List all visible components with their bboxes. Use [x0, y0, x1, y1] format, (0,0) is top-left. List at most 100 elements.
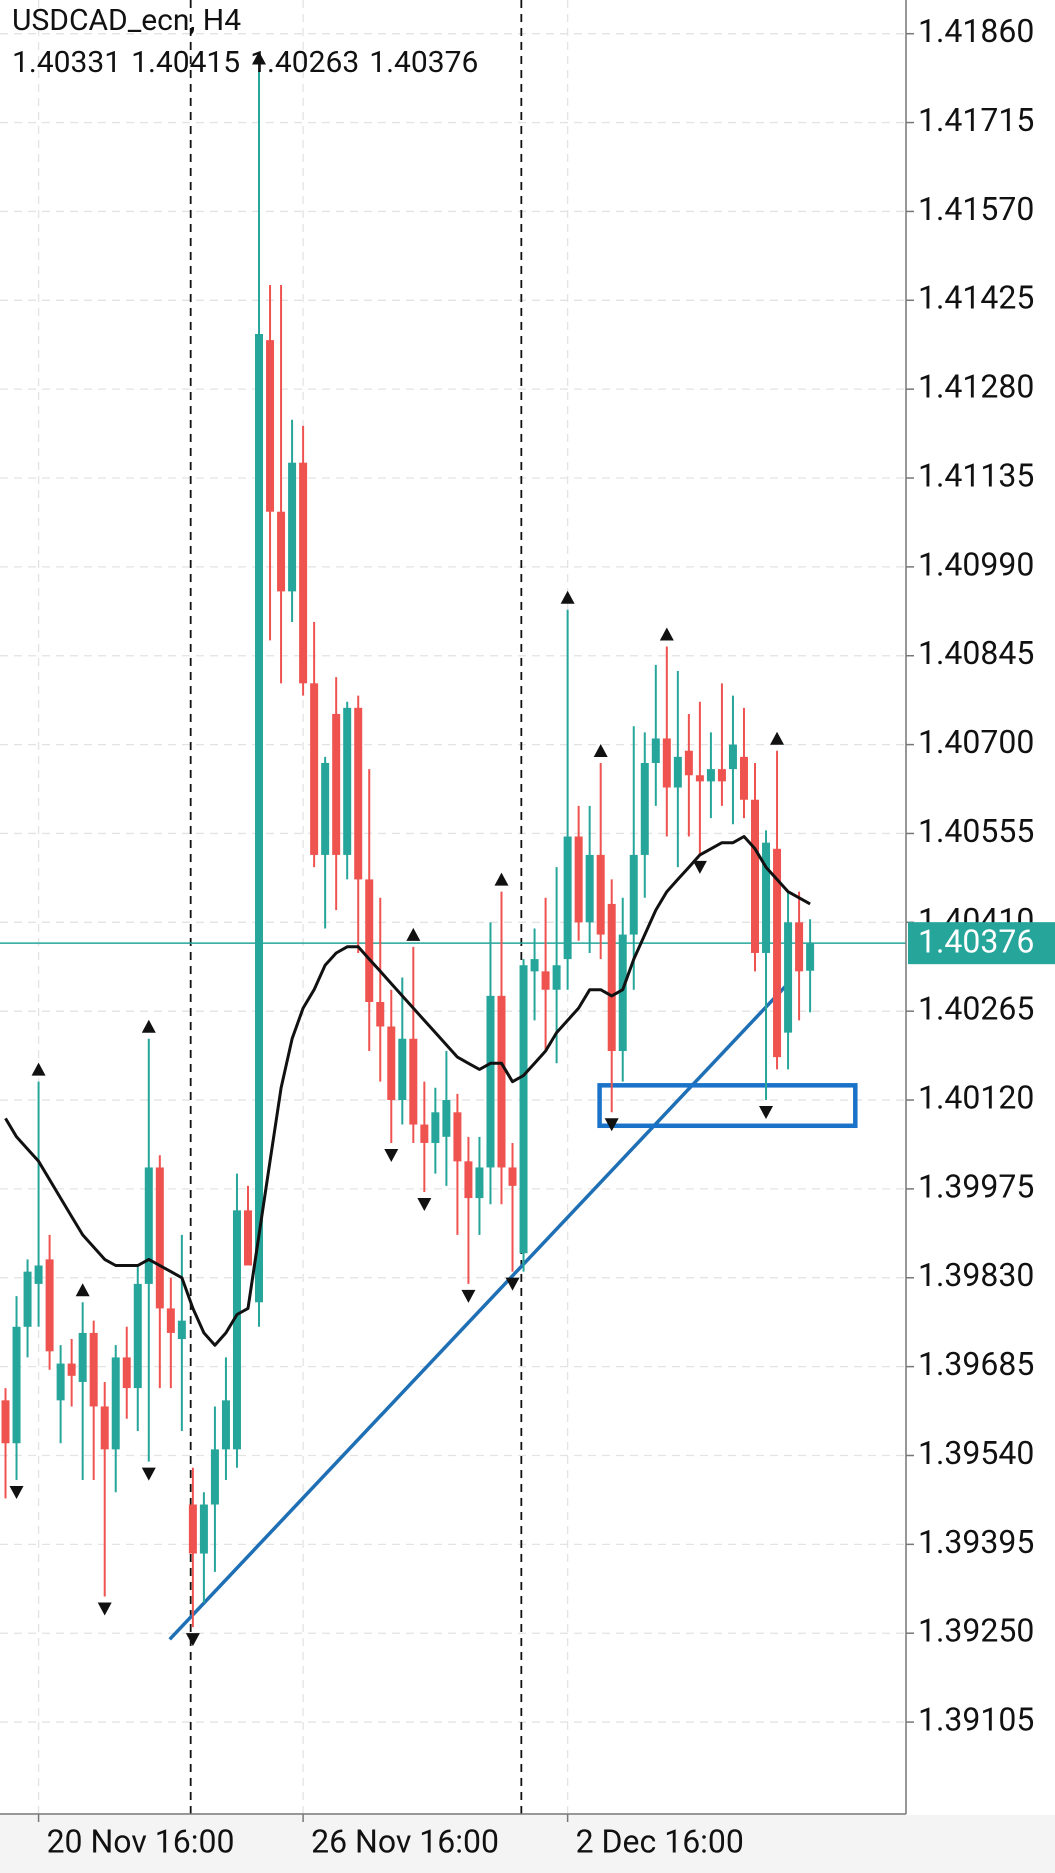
candle-body	[67, 1363, 76, 1376]
candle-body	[133, 1283, 142, 1389]
x-tick-label: 26 Nov 16:00	[311, 1822, 499, 1860]
y-tick-label: 1.39395	[918, 1523, 1034, 1561]
x-tick-label: 2 Dec 16:00	[576, 1822, 744, 1860]
candle-body	[155, 1167, 164, 1309]
y-tick-label: 1.39250	[918, 1612, 1034, 1650]
trendline	[168, 982, 790, 1641]
candle-body	[453, 1112, 462, 1162]
candle-body	[563, 836, 572, 960]
candle-body	[717, 769, 726, 782]
candle-body	[596, 854, 605, 935]
candle-body	[343, 707, 352, 855]
header-value: 1.40415	[131, 45, 240, 80]
y-tick-label: 1.41135	[918, 456, 1034, 494]
grid	[0, 0, 906, 1814]
fractal-down	[141, 1467, 156, 1481]
candle-body	[188, 1504, 197, 1554]
candle-body	[210, 1449, 219, 1505]
y-tick-label: 1.40845	[918, 634, 1034, 672]
candle-body	[662, 738, 671, 788]
candle-body	[574, 836, 583, 923]
fractal-down	[9, 1486, 24, 1500]
candle-body	[442, 1100, 451, 1137]
y-tick-label: 1.41860	[918, 12, 1034, 50]
candle-body	[199, 1504, 208, 1554]
fractal-up	[141, 1019, 156, 1033]
candle-body	[508, 1167, 517, 1186]
y-tick-label: 1.39975	[918, 1167, 1034, 1205]
candle-body	[651, 738, 660, 763]
candle-body	[100, 1406, 109, 1450]
chart-title: USDCAD_ecn, H4	[12, 3, 241, 38]
fractal-up	[406, 927, 421, 941]
candle-body	[607, 903, 616, 1052]
y-tick-label: 1.40700	[918, 723, 1034, 761]
labels: 1.41860 1.41715 1.41570 1.41425 1.41280 1.411…	[47, 12, 1055, 1860]
fractal-up	[659, 627, 674, 641]
candle-body	[728, 744, 737, 770]
candle-body	[486, 995, 495, 1168]
candle-body	[45, 1259, 54, 1352]
candle-body	[177, 1320, 186, 1340]
fractal-down	[461, 1289, 476, 1303]
candle-body	[232, 1210, 241, 1450]
candle-body	[530, 959, 539, 972]
candle-body	[640, 762, 649, 855]
candle-body	[89, 1332, 98, 1407]
candle-body	[221, 1400, 230, 1450]
candle-body	[1, 1400, 10, 1444]
fractal-down	[692, 860, 707, 874]
candle-body	[332, 713, 341, 855]
last-price-box	[908, 922, 1055, 965]
candle-body	[144, 1167, 153, 1284]
header-value: 1.40331	[12, 45, 121, 80]
candles	[1, 51, 815, 1647]
y-tick-label: 1.39540	[918, 1434, 1034, 1472]
candle-body	[420, 1124, 429, 1143]
candle-body	[552, 965, 561, 990]
y-tick-label: 1.40265	[918, 990, 1034, 1028]
candle-body	[277, 511, 286, 592]
candle-body	[541, 971, 550, 990]
header-value: 1.40376	[369, 45, 478, 80]
candle-body	[255, 333, 264, 1303]
fractal-up	[770, 731, 785, 745]
fractal-down	[759, 1106, 774, 1120]
candle-body	[629, 854, 638, 935]
candle-body	[795, 922, 804, 972]
fractal-up	[494, 872, 509, 886]
candle-body	[739, 756, 748, 800]
fractal-up	[593, 743, 608, 757]
candle-body	[673, 756, 682, 788]
candle-body	[321, 762, 330, 855]
candle-body	[695, 775, 704, 782]
y-tick-label: 1.41570	[918, 190, 1034, 228]
fractal-down	[185, 1633, 200, 1647]
candle-body	[784, 922, 793, 1033]
fractal-up	[75, 1283, 90, 1297]
candle-body	[78, 1332, 87, 1382]
candle-body	[111, 1357, 120, 1450]
objects	[0, 0, 906, 1814]
y-tick-label: 1.39105	[918, 1701, 1034, 1739]
candle-body	[398, 1038, 407, 1101]
fractal-down	[97, 1602, 112, 1616]
candle-body	[706, 769, 715, 782]
fractal-down	[505, 1277, 520, 1291]
candle-body	[464, 1161, 473, 1199]
header: USDCAD_ecn, H4 1.40331 1.40415 1.40263 1.40…	[12, 3, 478, 80]
x-tick-label: 20 Nov 16:00	[47, 1822, 235, 1860]
candle-body	[23, 1271, 32, 1327]
candle-body	[299, 462, 308, 684]
candle-body	[618, 934, 627, 1052]
y-tick-label: 1.41280	[918, 368, 1034, 406]
candle-body	[288, 462, 297, 592]
fractal-up	[31, 1062, 46, 1076]
y-tick-label: 1.41425	[918, 279, 1034, 317]
candle-body	[365, 879, 374, 1002]
candle-body	[354, 707, 363, 880]
